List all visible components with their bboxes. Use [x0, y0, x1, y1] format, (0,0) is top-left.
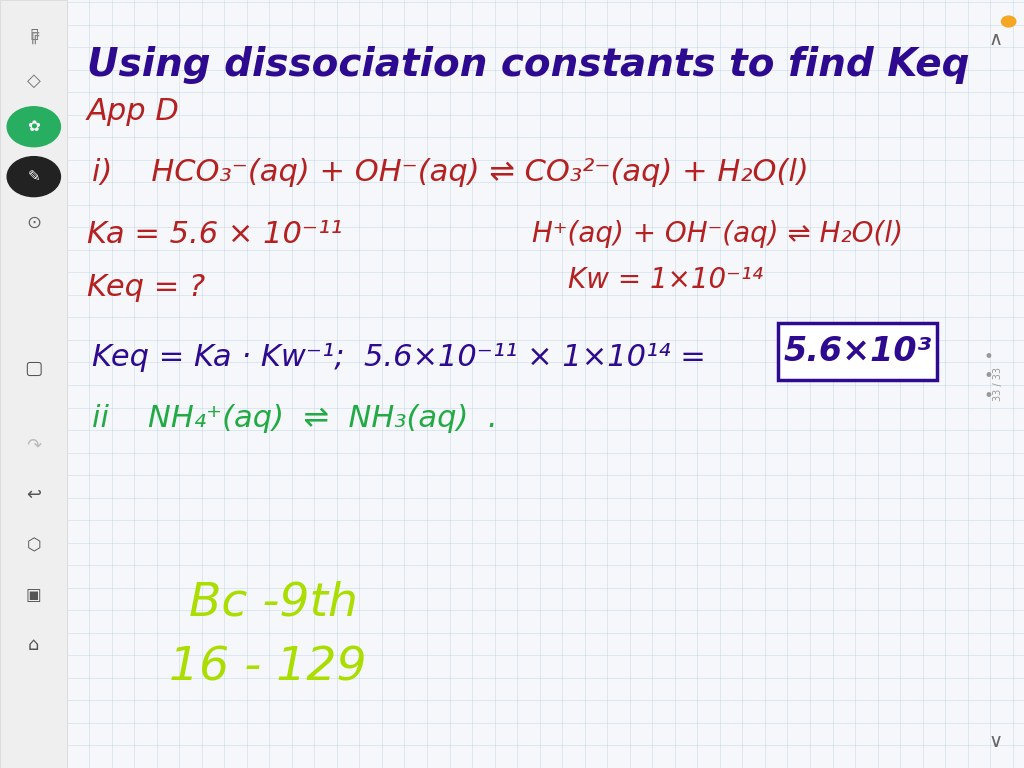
- Text: Bc -9th: Bc -9th: [189, 581, 358, 625]
- Text: ⊙: ⊙: [27, 214, 41, 232]
- Text: Keq = Ka · Kw⁻¹;  5.6×10⁻¹¹ × 1×10¹⁴ =: Keq = Ka · Kw⁻¹; 5.6×10⁻¹¹ × 1×10¹⁴ =: [92, 343, 706, 372]
- Text: i)    HCO₃⁻(aq) + OH⁻(aq) ⇌ CO₃²⁻(aq) + H₂O(l): i) HCO₃⁻(aq) + OH⁻(aq) ⇌ CO₃²⁻(aq) + H₂O…: [92, 158, 809, 187]
- Text: •: •: [983, 348, 993, 366]
- Text: ✎: ✎: [28, 169, 40, 184]
- Text: Ka = 5.6 × 10⁻¹¹: Ka = 5.6 × 10⁻¹¹: [87, 220, 343, 249]
- Text: •: •: [983, 367, 993, 386]
- Text: 33 / 33: 33 / 33: [993, 367, 1004, 401]
- Text: H⁺(aq) + OH⁻(aq) ⇌ H₂O(l): H⁺(aq) + OH⁻(aq) ⇌ H₂O(l): [532, 220, 903, 248]
- Text: ii    NH₄⁺(aq)  ⇌  NH₃(aq)  .: ii NH₄⁺(aq) ⇌ NH₃(aq) .: [92, 404, 498, 433]
- Text: •: •: [983, 386, 993, 405]
- Circle shape: [1001, 16, 1016, 27]
- Text: ∨: ∨: [988, 732, 1002, 750]
- Text: ∧: ∧: [988, 31, 1002, 49]
- Text: ⬛: ⬛: [30, 28, 38, 41]
- Text: Keq = ?: Keq = ?: [87, 273, 205, 303]
- Text: Kw = 1×10⁻¹⁴: Kw = 1×10⁻¹⁴: [568, 266, 763, 294]
- Text: ╔: ╔: [29, 25, 39, 44]
- Text: ✿: ✿: [28, 119, 40, 134]
- Text: ◇: ◇: [27, 71, 41, 90]
- Text: ↩: ↩: [27, 486, 41, 505]
- Text: ⬡: ⬡: [27, 536, 41, 554]
- Text: Using dissociation constants to find Keq: Using dissociation constants to find Keq: [87, 46, 970, 84]
- Bar: [778, 323, 937, 380]
- Bar: [0, 0, 67, 768]
- Text: ▢: ▢: [25, 359, 43, 378]
- Text: ⌂: ⌂: [28, 636, 40, 654]
- Text: 16 - 129: 16 - 129: [169, 646, 367, 690]
- Text: ↷: ↷: [27, 436, 41, 455]
- Circle shape: [7, 107, 60, 147]
- Text: 5.6×10³: 5.6×10³: [783, 335, 932, 368]
- Circle shape: [7, 157, 60, 197]
- Text: App D: App D: [87, 97, 180, 126]
- Text: ▣: ▣: [26, 586, 42, 604]
